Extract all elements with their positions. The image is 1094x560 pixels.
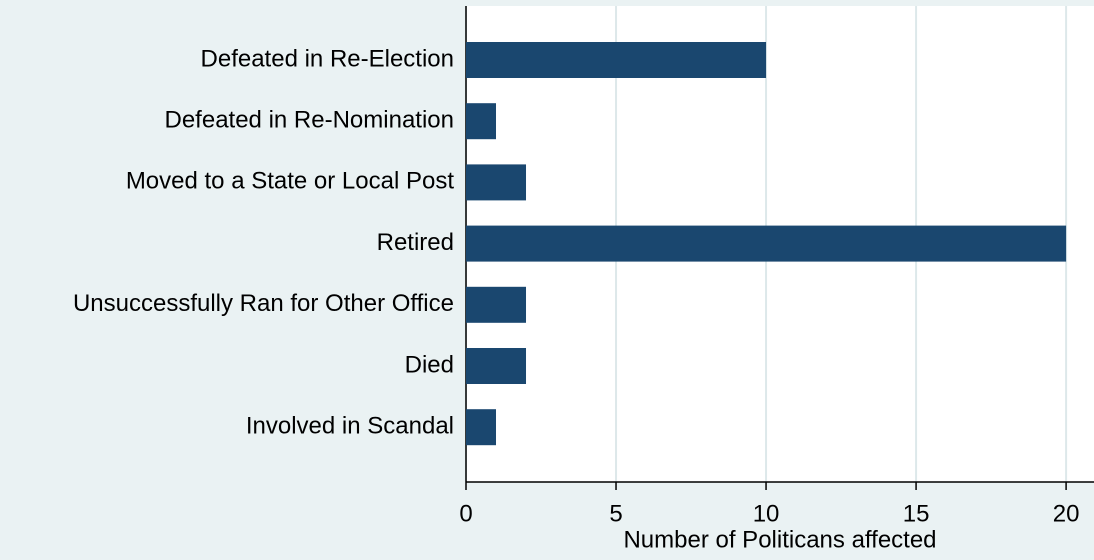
y-tick-label: Moved to a State or Local Post xyxy=(126,168,455,195)
x-tick-label: 20 xyxy=(1053,500,1080,527)
bar xyxy=(466,164,527,201)
x-tick-label: 10 xyxy=(753,500,780,527)
y-tick-label: Involved in Scandal xyxy=(246,413,454,440)
bar xyxy=(466,348,527,384)
y-tick-label: Retired xyxy=(377,229,454,256)
x-tick-label: 15 xyxy=(903,500,930,527)
y-tick-label: Defeated in Re-Election xyxy=(201,45,454,72)
y-tick-label: Died xyxy=(405,351,454,378)
x-tick-label: 0 xyxy=(459,500,472,527)
bar xyxy=(466,42,767,78)
y-tick-label: Unsuccessfully Ran for Other Office xyxy=(73,290,454,317)
bar xyxy=(466,225,1067,262)
bar xyxy=(466,286,527,323)
y-tick-label: Defeated in Re-Nomination xyxy=(165,107,455,134)
x-tick-label: 5 xyxy=(609,500,622,527)
bar xyxy=(466,103,497,140)
x-axis-title: Number of Politicans affected xyxy=(623,526,936,553)
bar xyxy=(466,409,497,446)
